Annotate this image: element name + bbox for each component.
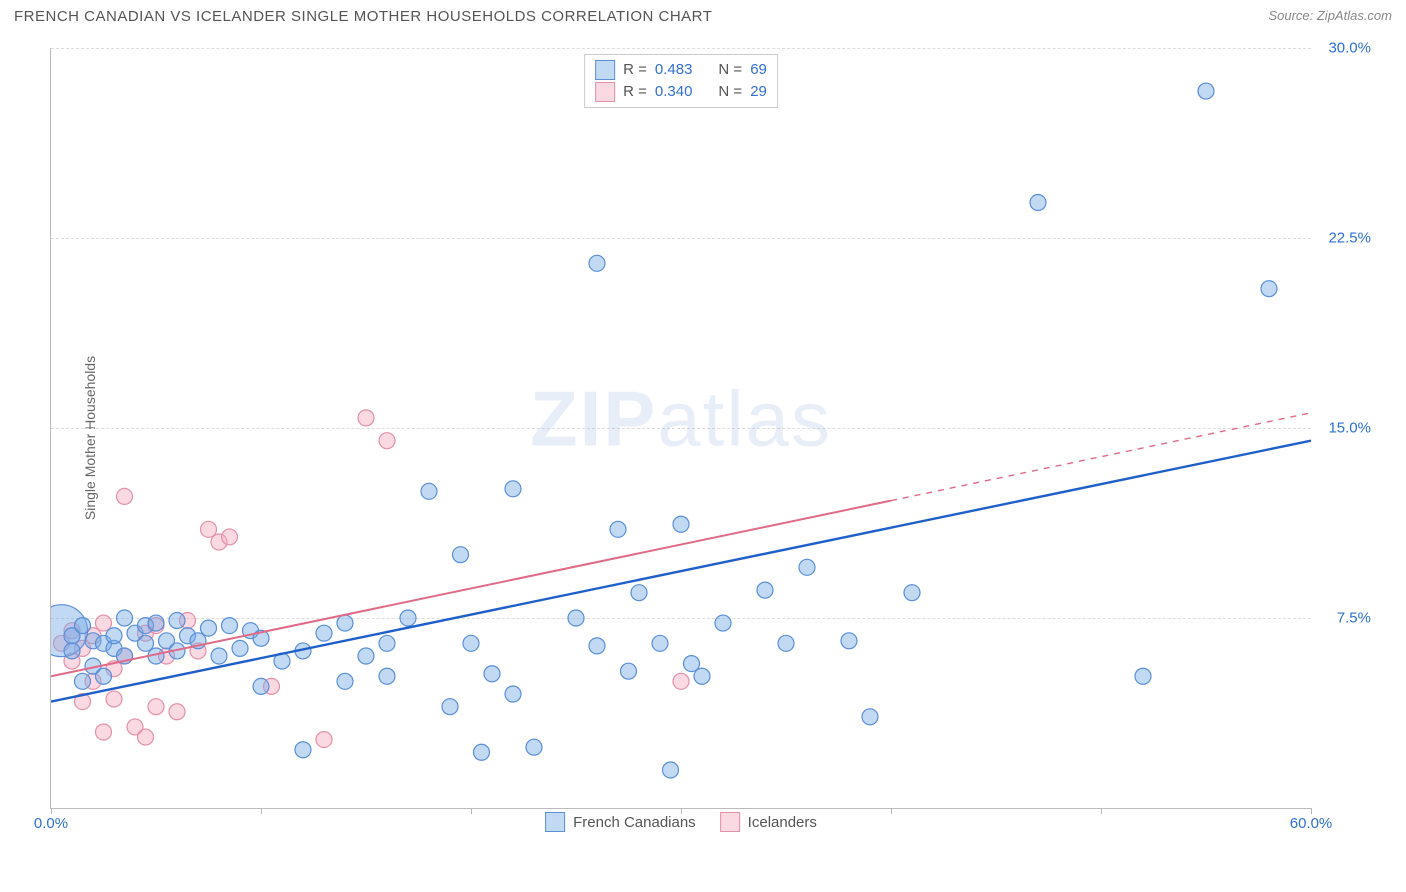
legend-R-value: 0.483: [655, 59, 693, 81]
legend-item: French Canadians: [545, 812, 696, 832]
plot-wrap: Single Mother Households ZIPatlas R =0.4…: [50, 48, 1350, 828]
trend-line: [51, 441, 1311, 702]
source-prefix: Source:: [1268, 8, 1316, 23]
y-tick-label: 22.5%: [1316, 230, 1371, 247]
legend-label: French Canadians: [573, 814, 696, 831]
x-tick-mark: [1311, 808, 1312, 814]
legend-N-value: 69: [750, 59, 767, 81]
x-tick-mark: [681, 808, 682, 814]
x-tick-mark: [51, 808, 52, 814]
y-tick-label: 15.0%: [1316, 420, 1371, 437]
legend-swatch: [595, 82, 615, 102]
legend-N-label: N =: [718, 81, 742, 103]
legend-N-value: 29: [750, 81, 767, 103]
trend-line: [51, 501, 891, 677]
legend-row: R = 0.483 N = 69: [595, 59, 767, 81]
x-tick-mark: [1101, 808, 1102, 814]
legend-swatch: [545, 812, 565, 832]
x-tick-label: 60.0%: [1290, 815, 1333, 832]
source-attribution: Source: ZipAtlas.com: [1268, 8, 1392, 23]
legend-series: French Canadians Icelanders: [545, 812, 817, 832]
x-tick-mark: [261, 808, 262, 814]
trend-line-extrapolated: [891, 413, 1311, 501]
x-tick-mark: [891, 808, 892, 814]
legend-item: Icelanders: [720, 812, 817, 832]
legend-swatch: [720, 812, 740, 832]
legend-R-value: 0.340: [655, 81, 693, 103]
legend-N-label: N =: [718, 59, 742, 81]
plot-area: ZIPatlas R =0.483N =69R =0.340N =29 Fren…: [50, 48, 1311, 809]
chart-header: FRENCH CANADIAN VS ICELANDER SINGLE MOTH…: [0, 0, 1406, 48]
x-tick-label: 0.0%: [34, 815, 68, 832]
legend-row: R = 0.340 N = 29: [595, 81, 767, 103]
source-link[interactable]: ZipAtlas.com: [1317, 8, 1392, 23]
y-tick-label: 7.5%: [1316, 610, 1371, 627]
legend-swatch: [595, 60, 615, 80]
trend-lines-layer: [51, 48, 1311, 808]
legend-R-label: R =: [623, 81, 647, 103]
legend-R-label: R =: [623, 59, 647, 81]
x-tick-mark: [471, 808, 472, 814]
legend-label: Icelanders: [748, 814, 817, 831]
y-tick-label: 30.0%: [1316, 40, 1371, 57]
chart-title: FRENCH CANADIAN VS ICELANDER SINGLE MOTH…: [14, 8, 712, 25]
legend-correlation: R = 0.483 N = 69 R = 0.340 N = 29: [584, 54, 778, 108]
